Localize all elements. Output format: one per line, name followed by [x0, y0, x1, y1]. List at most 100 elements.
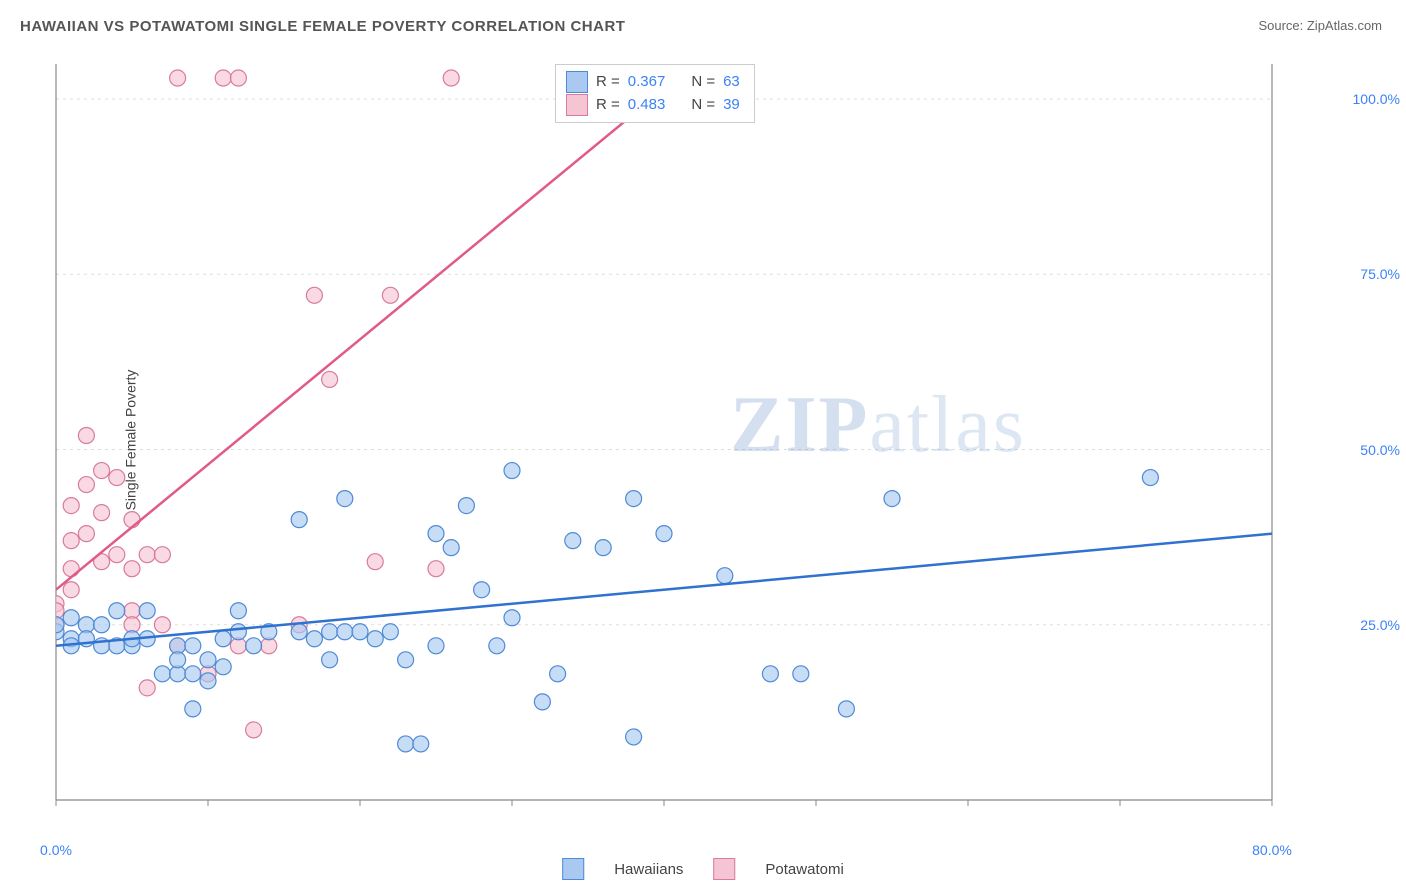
potawatomi-point: [246, 722, 262, 738]
hawaiians-point: [398, 652, 414, 668]
hawaiians-point: [443, 540, 459, 556]
legend-label-potawatomi: Potawatomi: [765, 861, 843, 878]
potawatomi-point: [154, 547, 170, 563]
hawaiians-point: [626, 729, 642, 745]
potawatomi-point: [428, 561, 444, 577]
stats-row-potawatomi: R = 0.483 N = 39: [566, 94, 740, 117]
hawaiians-point: [413, 736, 429, 752]
y-axis-label: Single Female Poverty: [122, 370, 138, 511]
potawatomi-point: [124, 561, 140, 577]
stats-box: R = 0.367 N = 63 R = 0.483 N = 39: [555, 64, 755, 123]
hawaiians-regression-line: [56, 534, 1272, 646]
stats-potawatomi-r: 0.483: [628, 94, 666, 117]
ytick-label: 100.0%: [1353, 91, 1400, 107]
ytick-label: 50.0%: [1360, 442, 1400, 458]
hawaiians-point: [215, 659, 231, 675]
stats-hawaiians-n: 63: [723, 71, 740, 94]
hawaiians-point: [489, 638, 505, 654]
chart-canvas: [50, 50, 1340, 830]
hawaiians-point: [793, 666, 809, 682]
hawaiians-point: [63, 610, 79, 626]
potawatomi-point: [63, 582, 79, 598]
hawaiians-point: [458, 498, 474, 514]
potawatomi-point: [382, 287, 398, 303]
potawatomi-point: [94, 463, 110, 479]
potawatomi-point: [78, 477, 94, 493]
hawaiians-point: [367, 631, 383, 647]
potawatomi-point: [139, 547, 155, 563]
hawaiians-point: [185, 638, 201, 654]
stats-n-label: N =: [691, 71, 715, 94]
hawaiians-point: [139, 603, 155, 619]
hawaiians-point: [185, 666, 201, 682]
potawatomi-point: [230, 70, 246, 86]
hawaiians-point: [504, 610, 520, 626]
hawaiians-point: [322, 624, 338, 640]
bottom-legend: Hawaiians Potawatomi: [562, 858, 844, 880]
hawaiians-point: [382, 624, 398, 640]
potawatomi-point: [306, 287, 322, 303]
potawatomi-point: [170, 70, 186, 86]
hawaiians-point: [230, 624, 246, 640]
hawaiians-point: [322, 652, 338, 668]
hawaiians-point: [838, 701, 854, 717]
hawaiians-point: [200, 652, 216, 668]
stats-hawaiians-r: 0.367: [628, 71, 666, 94]
legend-swatch-potawatomi: [713, 858, 735, 880]
hawaiians-point: [200, 673, 216, 689]
hawaiians-point: [306, 631, 322, 647]
potawatomi-regression-line: [56, 64, 694, 590]
hawaiians-point: [170, 652, 186, 668]
hawaiians-point: [428, 638, 444, 654]
hawaiians-point: [626, 491, 642, 507]
potawatomi-point: [109, 547, 125, 563]
hawaiians-point: [337, 491, 353, 507]
hawaiians-point: [474, 582, 490, 598]
hawaiians-point: [398, 736, 414, 752]
hawaiians-point: [504, 463, 520, 479]
potawatomi-point: [139, 680, 155, 696]
potawatomi-point: [154, 617, 170, 633]
xtick-label: 80.0%: [1252, 842, 1292, 858]
hawaiians-point: [94, 617, 110, 633]
stats-row-hawaiians: R = 0.367 N = 63: [566, 71, 740, 94]
potawatomi-point: [322, 371, 338, 387]
potawatomi-point: [78, 526, 94, 542]
scatter-plot: Single Female Poverty R = 0.367 N = 63 R…: [50, 50, 1340, 830]
stats-r-label-2: R =: [596, 94, 620, 117]
potawatomi-point: [124, 512, 140, 528]
hawaiians-point: [884, 491, 900, 507]
hawaiians-point: [337, 624, 353, 640]
potawatomi-point: [63, 498, 79, 514]
hawaiians-point: [291, 624, 307, 640]
legend-label-hawaiians: Hawaiians: [614, 861, 683, 878]
hawaiians-point: [185, 701, 201, 717]
hawaiians-point: [550, 666, 566, 682]
potawatomi-point: [215, 70, 231, 86]
hawaiians-point: [154, 666, 170, 682]
hawaiians-point: [534, 694, 550, 710]
xtick-label: 0.0%: [40, 842, 72, 858]
hawaiians-point: [717, 568, 733, 584]
potawatomi-point: [443, 70, 459, 86]
hawaiians-point: [50, 617, 64, 633]
hawaiians-point: [595, 540, 611, 556]
potawatomi-point: [367, 554, 383, 570]
hawaiians-point: [230, 603, 246, 619]
ytick-label: 75.0%: [1360, 266, 1400, 282]
source-label: Source: ZipAtlas.com: [1258, 18, 1382, 33]
hawaiians-point: [291, 512, 307, 528]
hawaiians-point: [762, 666, 778, 682]
hawaiians-point: [215, 631, 231, 647]
ytick-label: 25.0%: [1360, 617, 1400, 633]
chart-title: HAWAIIAN VS POTAWATOMI SINGLE FEMALE POV…: [20, 18, 625, 35]
hawaiians-point: [1142, 470, 1158, 486]
hawaiians-point: [565, 533, 581, 549]
stats-n-label-2: N =: [691, 94, 715, 117]
swatch-potawatomi: [566, 94, 588, 116]
potawatomi-point: [78, 428, 94, 444]
legend-swatch-hawaiians: [562, 858, 584, 880]
hawaiians-point: [352, 624, 368, 640]
stats-potawatomi-n: 39: [723, 94, 740, 117]
hawaiians-point: [656, 526, 672, 542]
